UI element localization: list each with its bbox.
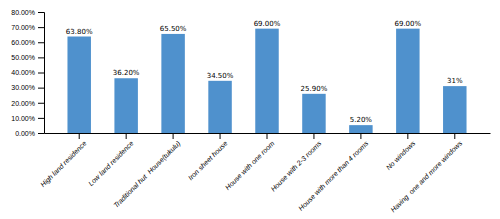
x-tick: Traditional hut House(tukulu) bbox=[112, 133, 182, 210]
y-tick-mark bbox=[38, 88, 44, 89]
x-tick: Having one and more windows bbox=[389, 133, 464, 214]
x-axis: High land residenceLow land residenceTra… bbox=[39, 133, 490, 214]
bar bbox=[302, 94, 325, 133]
bar bbox=[67, 37, 90, 133]
plot: 0.00% 10.00% 20.00% 30.00% 40.00% 50.00% 60.00… bbox=[11, 9, 490, 215]
x-tick-mark bbox=[173, 133, 174, 139]
y-tick-label: 20.00% bbox=[11, 99, 35, 106]
bar bbox=[208, 81, 231, 133]
x-tick-label: Low land residence bbox=[87, 140, 135, 188]
y-tick-label: 10.00% bbox=[11, 115, 35, 122]
y-tick: 30.00% bbox=[11, 84, 44, 91]
y-tick-label: 60.00% bbox=[11, 39, 35, 46]
y-tick: 0.00% bbox=[15, 130, 44, 137]
data-label: 36.20% bbox=[113, 69, 140, 77]
bar bbox=[161, 34, 184, 133]
y-tick-label: 30.00% bbox=[11, 84, 35, 91]
data-label: 5.20% bbox=[350, 116, 373, 124]
bars bbox=[67, 29, 466, 133]
y-tick-label: 0.00% bbox=[15, 130, 35, 137]
x-tick: House with one room bbox=[224, 133, 276, 191]
y-tick-label: 40.00% bbox=[11, 69, 35, 76]
y-tick-mark bbox=[38, 42, 44, 43]
y-tick: 40.00% bbox=[11, 69, 44, 76]
y-tick-mark bbox=[38, 73, 44, 74]
y-axis: 0.00% 10.00% 20.00% 30.00% 40.00% 50.00% 60.00… bbox=[11, 9, 44, 137]
data-label: 69.00% bbox=[394, 20, 421, 28]
x-tick-label: Iron sheet house bbox=[187, 140, 229, 182]
y-tick-mark bbox=[38, 118, 44, 119]
x-tick-mark bbox=[79, 133, 80, 139]
y-tick: 10.00% bbox=[11, 115, 44, 122]
data-labels: 63.80% 36.20% 65.50% 34.50% 69.00% 25.90% 5.20… bbox=[66, 20, 463, 124]
x-tick-label: Having one and more windows bbox=[389, 139, 464, 214]
x-tick-mark bbox=[454, 133, 455, 139]
bar bbox=[443, 86, 466, 133]
y-axis-line bbox=[38, 13, 45, 134]
x-tick-mark bbox=[220, 133, 221, 139]
chart: 0.00% 10.00% 20.00% 30.00% 40.00% 50.00% 60.00… bbox=[0, 0, 500, 219]
x-tick-label: House with 2-3 rooms bbox=[269, 139, 322, 192]
bar bbox=[349, 125, 372, 133]
y-tick-label: 80.00% bbox=[11, 9, 35, 16]
data-label: 63.80% bbox=[66, 28, 93, 36]
y-tick-mark bbox=[38, 27, 44, 28]
data-label: 69.00% bbox=[254, 20, 281, 28]
data-label: 34.50% bbox=[207, 72, 234, 80]
x-tick-label: Traditional hut House(tukulu) bbox=[112, 140, 182, 210]
bar bbox=[396, 29, 419, 133]
y-tick: 50.00% bbox=[11, 54, 44, 61]
y-tick: 70.00% bbox=[11, 24, 44, 31]
x-tick: Low land residence bbox=[87, 133, 135, 187]
bar bbox=[255, 29, 278, 133]
x-tick: No windows bbox=[385, 133, 417, 171]
x-tick-mark bbox=[267, 133, 268, 139]
x-tick-label: No windows bbox=[385, 139, 417, 171]
x-tick-label: House with more than 4 rooms bbox=[297, 139, 370, 212]
data-label: 31% bbox=[447, 77, 463, 85]
x-tick: House with more than 4 rooms bbox=[297, 133, 370, 212]
y-tick-mark bbox=[38, 133, 44, 134]
y-tick: 20.00% bbox=[11, 99, 44, 106]
data-label: 25.90% bbox=[301, 85, 328, 93]
y-tick: 60.00% bbox=[11, 39, 44, 46]
y-tick: 80.00% bbox=[11, 9, 44, 16]
x-tick-mark bbox=[407, 133, 408, 139]
x-tick-label: House with one room bbox=[224, 139, 276, 191]
x-tick: House with 2-3 rooms bbox=[269, 133, 322, 193]
x-tick-mark bbox=[126, 133, 127, 139]
x-tick: High land residence bbox=[39, 133, 88, 189]
x-tick-label: High land residence bbox=[39, 140, 88, 189]
y-tick-mark bbox=[38, 12, 44, 13]
x-tick: Iron sheet house bbox=[187, 133, 229, 181]
x-tick-mark bbox=[360, 133, 361, 139]
bar bbox=[114, 78, 137, 133]
y-tick-label: 70.00% bbox=[11, 24, 35, 31]
y-tick-label: 50.00% bbox=[11, 54, 35, 61]
y-tick-mark bbox=[38, 57, 44, 58]
x-tick-mark bbox=[313, 133, 314, 139]
y-tick-mark bbox=[38, 103, 44, 104]
data-label: 65.50% bbox=[160, 25, 187, 33]
